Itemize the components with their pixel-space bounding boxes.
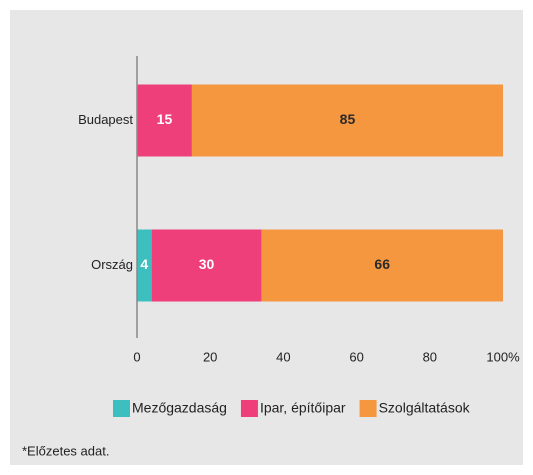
x-tick-label: 80: [423, 349, 437, 364]
x-tick-label: 40: [276, 349, 290, 364]
bar-segment: [137, 229, 152, 302]
note: *Előzetes adat.: [22, 443, 109, 458]
legend-label: Mezőgazdaság: [132, 400, 227, 416]
y-tick-label: Budapest: [78, 112, 133, 127]
legend-swatch: [113, 400, 130, 417]
legend-swatch: [240, 400, 258, 417]
x-tick-label: 20: [203, 349, 217, 364]
x-tick-label: 100%: [486, 349, 520, 364]
value-label: 30: [199, 256, 215, 272]
x-tick-label: 60: [349, 349, 363, 364]
legend-label: Ipar, építőipar: [260, 400, 346, 416]
bar-segment: [137, 84, 192, 157]
x-tick-label: 0: [133, 349, 140, 364]
bar-segment: [261, 229, 503, 302]
value-label: 66: [374, 256, 390, 272]
y-tick-label: Ország: [91, 257, 133, 272]
bar-segment: [191, 84, 503, 157]
value-label: 4: [140, 256, 148, 272]
bar-segment: [151, 229, 262, 302]
value-label: 15: [157, 111, 173, 127]
legend-swatch: [359, 400, 377, 417]
value-label: 85: [340, 111, 356, 127]
legend-label: Szolgáltatások: [379, 400, 471, 416]
